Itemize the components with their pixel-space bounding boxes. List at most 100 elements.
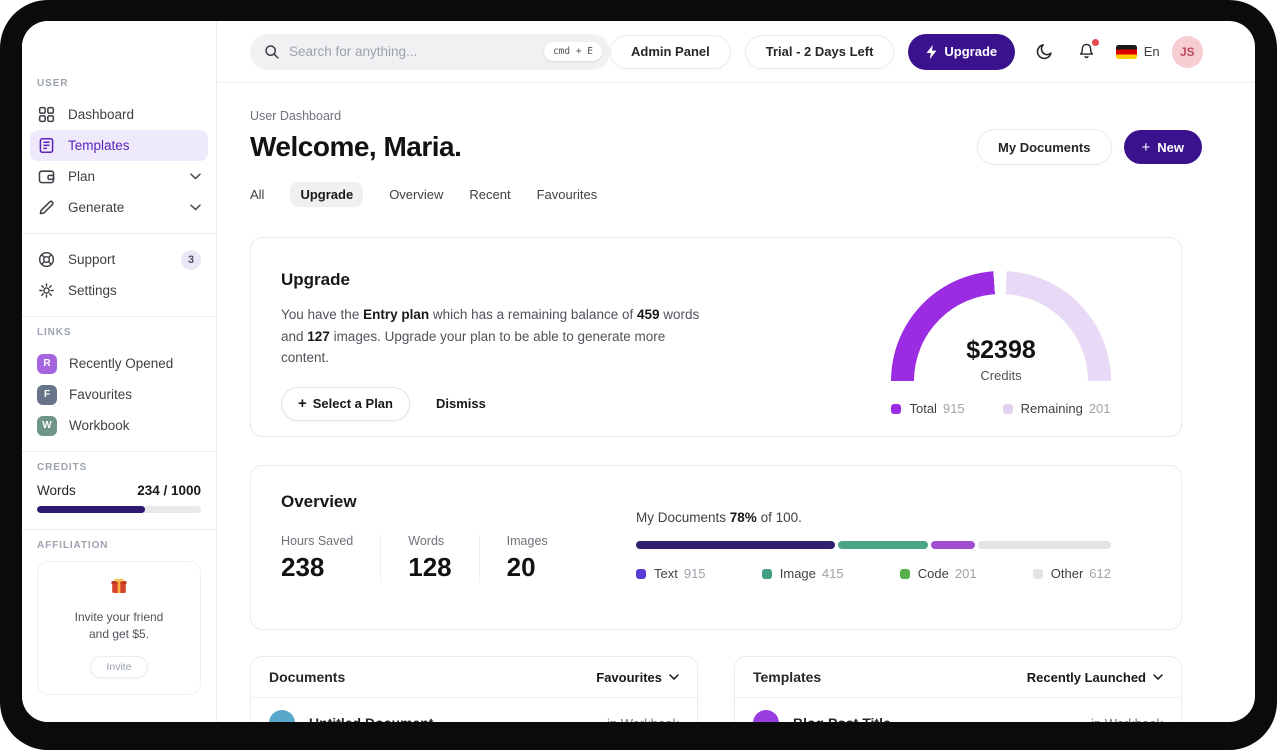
search-shortcut-badge: cmd + E bbox=[543, 42, 602, 61]
sidebar-divider bbox=[22, 529, 216, 530]
sidebar-divider bbox=[22, 316, 216, 317]
legend-swatch bbox=[1032, 568, 1043, 579]
select-plan-button[interactable]: + Select a Plan bbox=[281, 386, 410, 421]
legend-item-other: Other 612 bbox=[1032, 566, 1111, 581]
page-header-row: Welcome, Maria. My Documents + New bbox=[250, 129, 1202, 165]
header-actions: My Documents + New bbox=[977, 129, 1202, 165]
chevron-down-icon bbox=[669, 674, 679, 680]
credits-gauge-center: $2398 Credits bbox=[891, 336, 1111, 383]
letter-badge-f: F bbox=[37, 384, 57, 405]
content-area: cmd + E Admin Panel Trial - 2 Days Left … bbox=[217, 21, 1255, 722]
upgrade-button[interactable]: Upgrade bbox=[908, 33, 1016, 70]
legend-item-code: Code 201 bbox=[899, 566, 977, 581]
sidebar-item-settings[interactable]: Settings bbox=[30, 275, 208, 306]
credits-gauge-legend: Total 915 Remaining 201 bbox=[871, 401, 1131, 416]
documents-filter-dropdown[interactable]: Favourites bbox=[596, 670, 679, 685]
search-icon bbox=[264, 44, 280, 60]
documents-progress-text: My Documents 78% of 100. bbox=[636, 510, 802, 525]
tab-upgrade[interactable]: Upgrade bbox=[290, 182, 364, 207]
overview-stats-block: Overview Hours Saved 238 Words 128 bbox=[251, 466, 636, 629]
sidebar-item-label: Dashboard bbox=[68, 107, 135, 122]
search-box[interactable]: cmd + E bbox=[250, 33, 610, 70]
sidebar-link-workbook[interactable]: W Workbook bbox=[30, 410, 208, 441]
sidebar-item-plan[interactable]: Plan bbox=[30, 161, 208, 192]
document-name: Untitled Document bbox=[309, 715, 433, 722]
upgrade-card: Upgrade You have the Entry plan which ha… bbox=[250, 237, 1182, 437]
overview-card: Overview Hours Saved 238 Words 128 bbox=[250, 465, 1182, 630]
sidebar-section-affiliation: AFFILIATION bbox=[37, 540, 109, 551]
tab-overview[interactable]: Overview bbox=[389, 187, 444, 202]
sidebar-section-links: LINKS bbox=[37, 327, 72, 338]
lightning-bolt-icon bbox=[926, 44, 937, 59]
sidebar-divider bbox=[22, 451, 216, 452]
document-location: in Workbook bbox=[607, 716, 679, 723]
bar-segment-code bbox=[931, 541, 976, 549]
tab-bar: All Upgrade Overview Recent Favourites bbox=[250, 182, 1255, 207]
sidebar-section-credits: CREDITS bbox=[37, 462, 88, 473]
sidebar-item-label: Favourites bbox=[69, 387, 133, 402]
my-documents-button[interactable]: My Documents bbox=[977, 129, 1112, 165]
dark-mode-moon-icon[interactable] bbox=[1033, 40, 1057, 64]
sidebar-link-recently-opened[interactable]: R Recently Opened bbox=[30, 348, 208, 379]
invite-button[interactable]: Invite bbox=[90, 655, 148, 678]
affiliation-card: Invite your friend and get $5. Invite bbox=[37, 561, 201, 695]
wallet-icon bbox=[37, 167, 56, 186]
legend-swatch bbox=[1002, 403, 1013, 414]
template-location: in Workbook bbox=[1091, 716, 1163, 723]
chevron-down-icon bbox=[1153, 674, 1163, 680]
support-count-badge: 3 bbox=[181, 249, 201, 270]
sidebar-link-favourites[interactable]: F Favourites bbox=[30, 379, 208, 410]
new-button[interactable]: + New bbox=[1123, 130, 1202, 164]
tab-all[interactable]: All bbox=[250, 187, 265, 202]
sidebar-section-user: USER bbox=[37, 78, 69, 89]
user-avatar[interactable]: JS bbox=[1171, 35, 1203, 68]
stat-hours-saved: Hours Saved 238 bbox=[281, 534, 382, 583]
legend-item-text: Text 915 bbox=[636, 566, 706, 581]
sidebar-item-label: Templates bbox=[68, 138, 130, 153]
template-name: Blog Post Title bbox=[793, 715, 891, 722]
legend-item-image: Image 415 bbox=[761, 566, 844, 581]
sidebar-item-label: Workbook bbox=[69, 418, 130, 433]
chevron-down-icon bbox=[190, 173, 201, 180]
credits-gauge-block: $2398 Credits Total 915 bbox=[871, 238, 1131, 436]
lifebuoy-icon bbox=[37, 250, 56, 269]
dismiss-button[interactable]: Dismiss bbox=[435, 396, 486, 412]
sidebar-item-support[interactable]: Support 3 bbox=[30, 244, 208, 275]
page-title: Welcome, Maria. bbox=[250, 131, 462, 162]
tab-recent[interactable]: Recent bbox=[469, 187, 511, 202]
notifications-bell-icon[interactable] bbox=[1075, 38, 1100, 64]
search-input[interactable] bbox=[289, 44, 544, 59]
template-list-item[interactable]: Blog Post Title in Workbook bbox=[735, 698, 1181, 722]
upgrade-card-text: Upgrade You have the Entry plan which ha… bbox=[251, 238, 721, 436]
document-list-item[interactable]: Untitled Document in Workbook bbox=[251, 698, 697, 722]
sidebar-item-generate[interactable]: Generate bbox=[30, 192, 208, 223]
stat-words: Words 128 bbox=[408, 534, 480, 583]
tab-favourites[interactable]: Favourites bbox=[536, 187, 598, 202]
trial-status-button[interactable]: Trial - 2 Days Left bbox=[744, 34, 895, 69]
gear-icon bbox=[37, 281, 56, 300]
german-flag-icon[interactable] bbox=[1116, 44, 1137, 59]
documents-card-title: Documents bbox=[269, 669, 346, 685]
legend-swatch bbox=[761, 568, 772, 579]
overview-card-title: Overview bbox=[281, 492, 357, 511]
sidebar-item-label: Support bbox=[68, 252, 116, 267]
topbar: cmd + E Admin Panel Trial - 2 Days Left … bbox=[217, 21, 1255, 83]
legend-item-remaining: Remaining 201 bbox=[1002, 401, 1111, 416]
templates-filter-dropdown[interactable]: Recently Launched bbox=[1027, 670, 1163, 685]
dashboard-grid-icon bbox=[37, 105, 56, 124]
admin-panel-button[interactable]: Admin Panel bbox=[610, 34, 731, 69]
sidebar-item-dashboard[interactable]: Dashboard bbox=[30, 99, 208, 130]
legend-swatch bbox=[899, 568, 910, 579]
breadcrumb: User Dashboard bbox=[250, 109, 342, 123]
sidebar-item-templates[interactable]: Templates bbox=[30, 130, 208, 161]
gift-icon bbox=[109, 576, 129, 596]
plus-icon: + bbox=[298, 395, 307, 413]
legend-swatch bbox=[891, 403, 902, 414]
credits-gauge-label: Credits bbox=[980, 368, 1022, 383]
legend-swatch bbox=[636, 568, 646, 579]
stacked-progress-bar bbox=[636, 541, 1111, 549]
language-label[interactable]: En bbox=[1143, 44, 1160, 59]
upgrade-card-actions: + Select a Plan Dismiss bbox=[281, 386, 721, 421]
documents-progress-block: My Documents 78% of 100. Text 915 bbox=[636, 466, 1181, 629]
